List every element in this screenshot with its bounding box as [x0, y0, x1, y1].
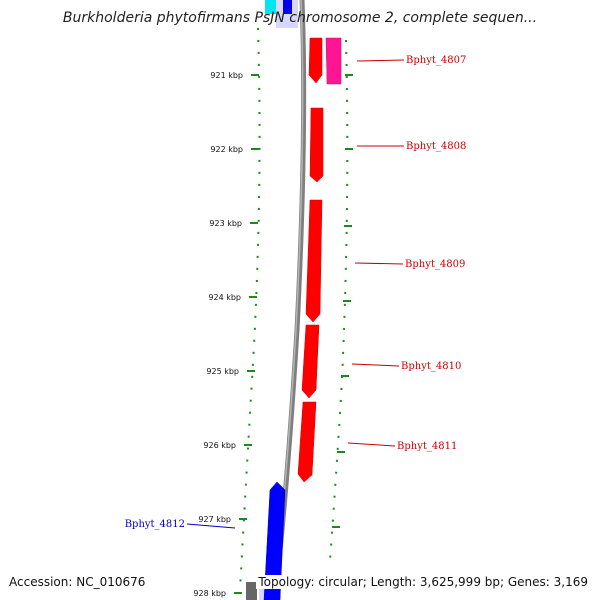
tick-label-927: 927 kbp: [198, 515, 231, 524]
leader-line-bphyt-4807: [356, 59, 405, 62]
tick-label-928: 928 kbp: [193, 589, 226, 598]
tick-label-924: 924 kbp: [208, 293, 241, 302]
tick-label-922: 922 kbp: [210, 145, 243, 154]
gene-label-bphyt-4809[interactable]: Bphyt_4809: [405, 259, 465, 270]
gene-label-bphyt-4808[interactable]: Bphyt_4808: [406, 141, 466, 152]
gene-arrow-bphyt-4811[interactable]: [297, 401, 317, 483]
gene-arrow-bphyt-4809[interactable]: [305, 199, 323, 323]
bottom-gray-feature: [246, 582, 257, 600]
gene-label-bphyt-4810[interactable]: Bphyt_4810: [401, 361, 461, 372]
map-title: Burkholderia phytofirmans PsJN chromosom…: [62, 10, 538, 26]
tick-label-921: 921 kbp: [210, 71, 243, 80]
gene-label-bphyt-4812[interactable]: Bphyt_4812: [125, 519, 185, 530]
topology-summary: Topology: circular; Length: 3,625,999 bp…: [256, 575, 590, 589]
gene-label-bphyt-4807[interactable]: Bphyt_4807: [406, 55, 466, 66]
feature-pink-near-4807[interactable]: [325, 37, 342, 85]
inner-scale-dotted-ring: [239, 27, 261, 591]
leader-line-bphyt-4810: [351, 363, 400, 367]
leader-line-bphyt-4812: [186, 523, 236, 529]
outer-scale-dotted-ring: [329, 39, 349, 561]
tick-label-923: 923 kbp: [209, 219, 242, 228]
gene-arrow-bphyt-4808[interactable]: [309, 107, 324, 183]
gene-arrow-bphyt-4807[interactable]: [308, 37, 323, 84]
tick-label-925: 925 kbp: [206, 367, 239, 376]
outer-ring-ticks: [332, 74, 353, 528]
top-blue-feature: [283, 0, 292, 14]
leader-line-bphyt-4809: [354, 262, 404, 265]
tick-label-926: 926 kbp: [203, 441, 236, 450]
gene-arrow-bphyt-4810[interactable]: [301, 324, 320, 399]
gene-label-bphyt-4811[interactable]: Bphyt_4811: [397, 441, 457, 452]
leader-line-bphyt-4811: [347, 442, 396, 447]
accession-text: Accession: NC_010676: [9, 575, 146, 589]
top-cyan-feature: [265, 0, 277, 14]
